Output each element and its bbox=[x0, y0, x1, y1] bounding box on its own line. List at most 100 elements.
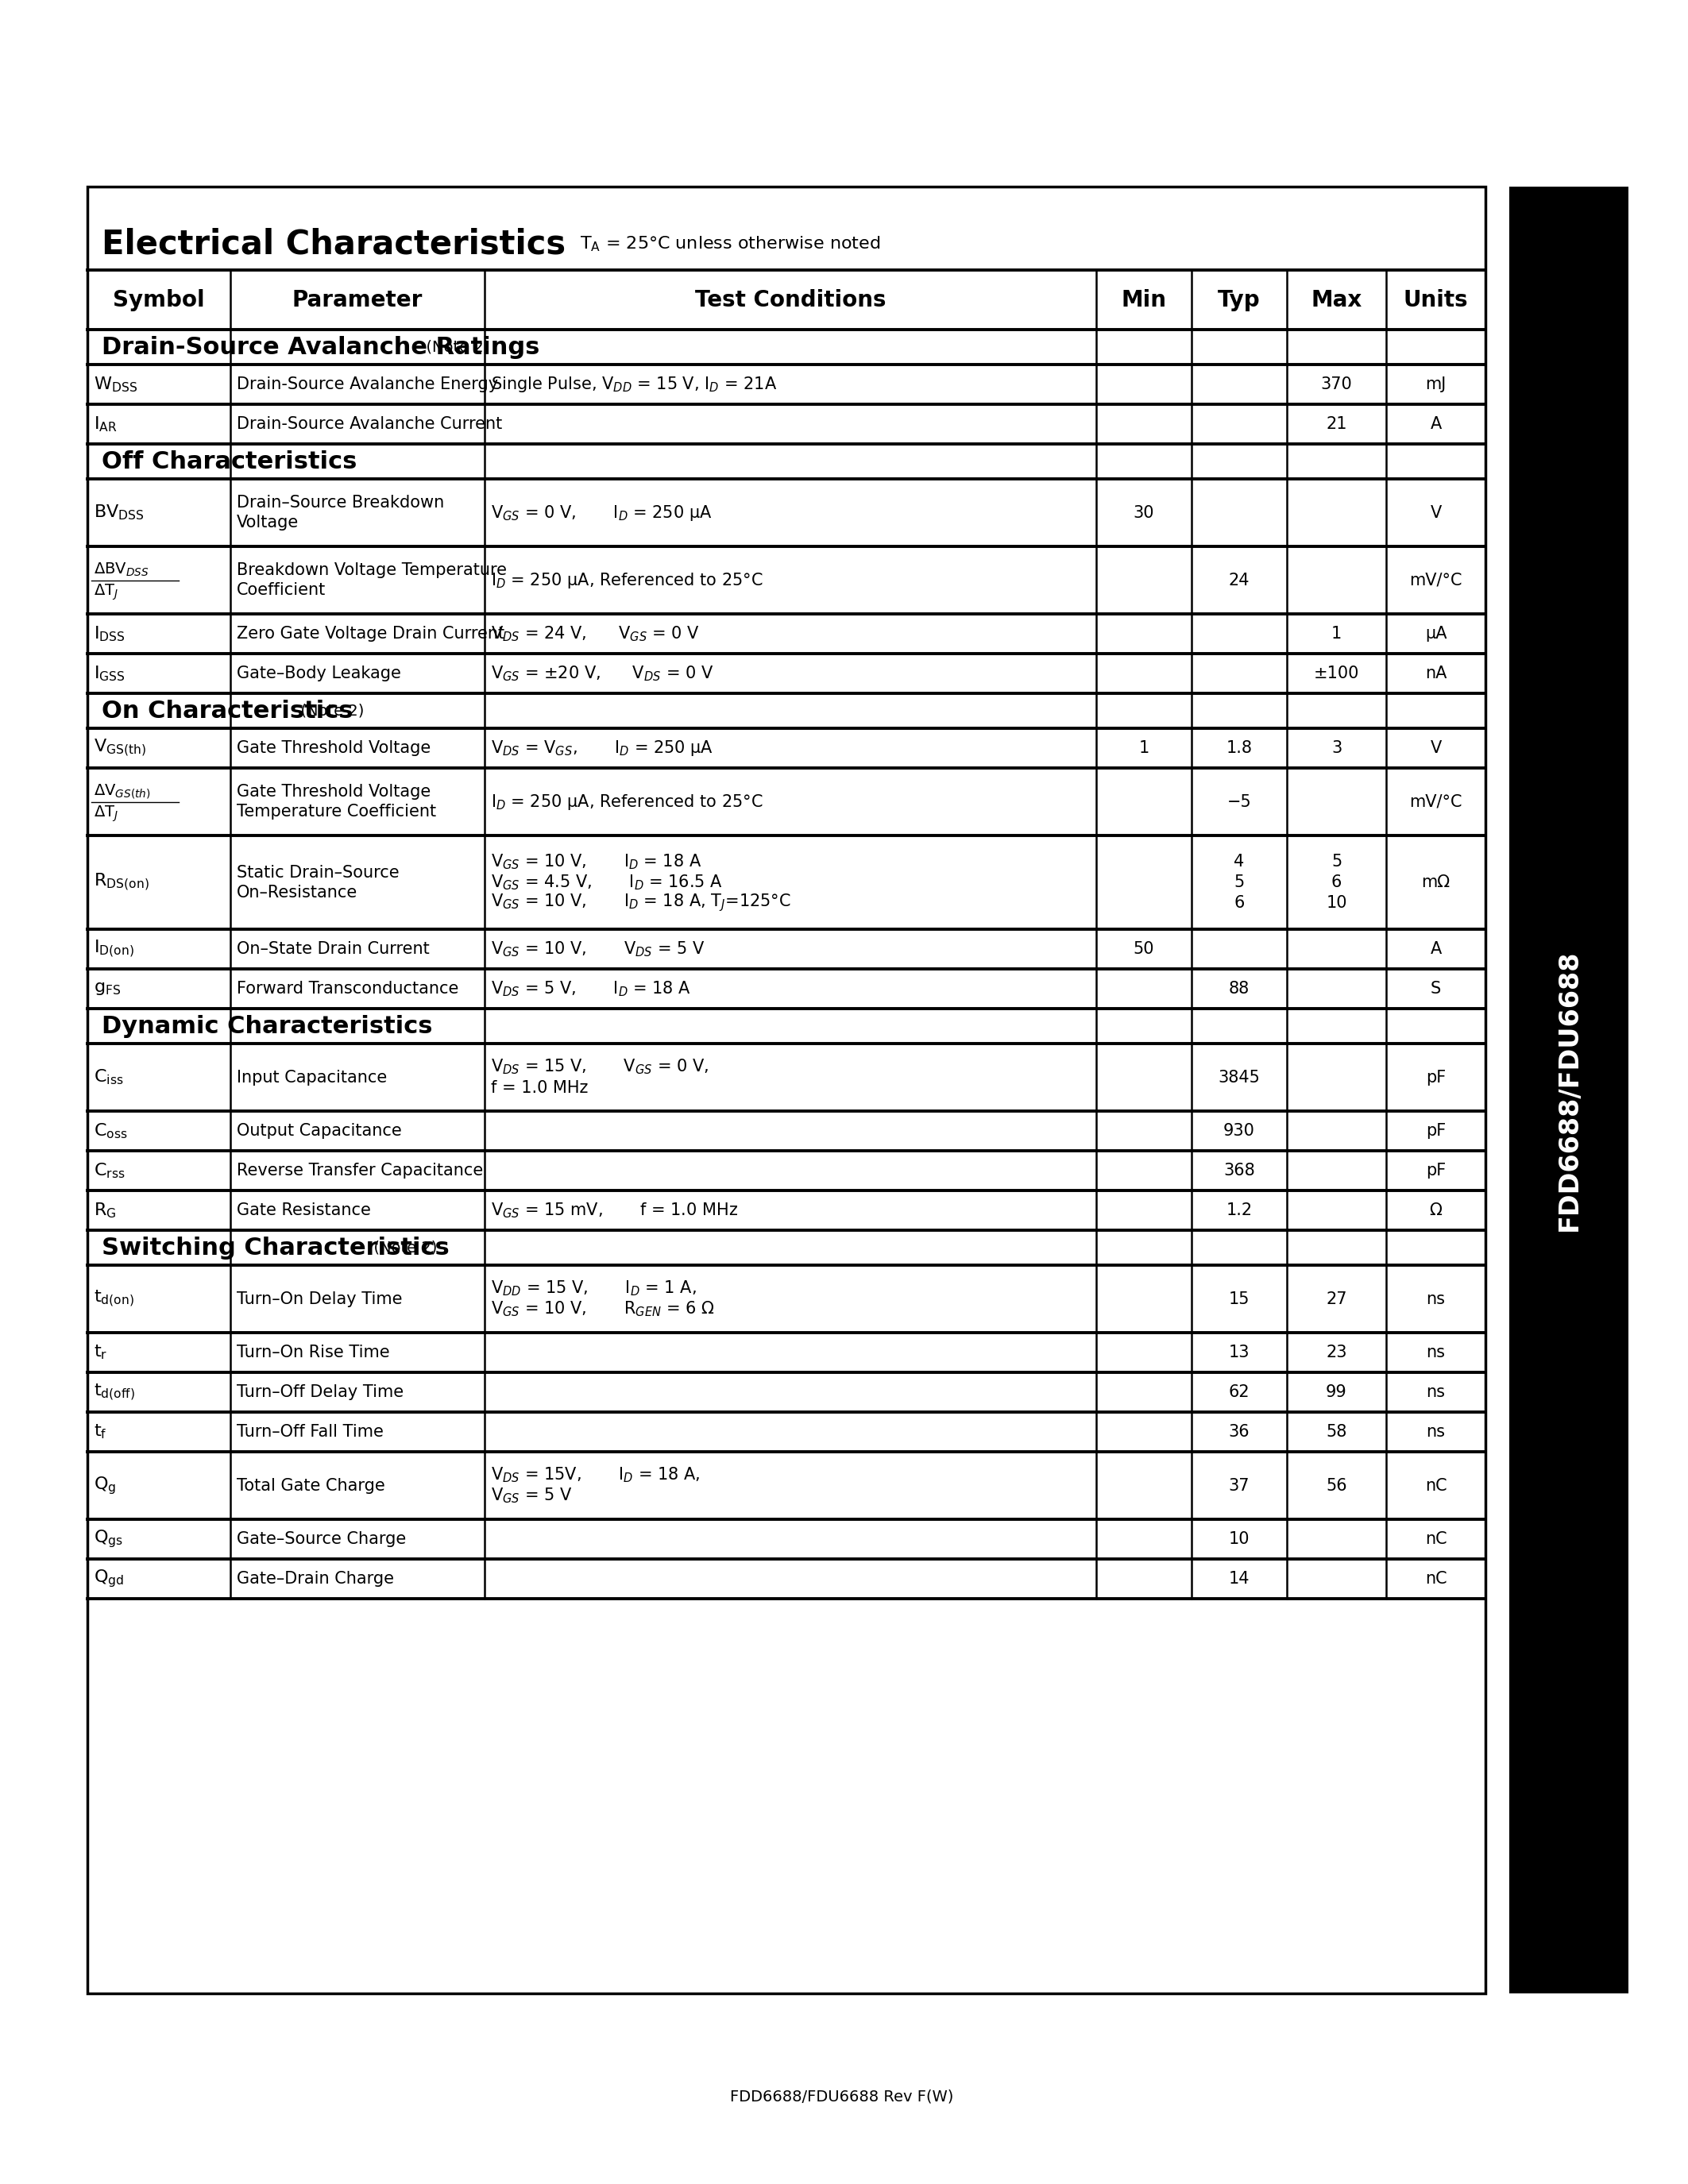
Text: μA: μA bbox=[1425, 627, 1447, 642]
Text: 5: 5 bbox=[1234, 874, 1244, 891]
Text: Coefficient: Coefficient bbox=[236, 583, 326, 598]
Text: (Note 2): (Note 2) bbox=[290, 703, 365, 719]
Text: Temperature Coefficient: Temperature Coefficient bbox=[236, 804, 436, 819]
Text: Output Capacitance: Output Capacitance bbox=[236, 1123, 402, 1138]
Text: 21: 21 bbox=[1327, 417, 1347, 432]
Text: On–State Drain Current: On–State Drain Current bbox=[236, 941, 429, 957]
Text: V: V bbox=[1430, 505, 1442, 520]
Text: V$_{DD}$ = 15 V,       I$_{D}$ = 1 A,: V$_{DD}$ = 15 V, I$_{D}$ = 1 A, bbox=[491, 1280, 697, 1297]
Text: V$_{DS}$ = 24 V,      V$_{GS}$ = 0 V: V$_{DS}$ = 24 V, V$_{GS}$ = 0 V bbox=[491, 625, 699, 642]
Text: 15: 15 bbox=[1229, 1291, 1249, 1306]
Text: 14: 14 bbox=[1229, 1570, 1249, 1588]
Text: mV/°C: mV/°C bbox=[1409, 793, 1462, 810]
Text: V$_{GS}$ = 10 V,       R$_{GEN}$ = 6 Ω: V$_{GS}$ = 10 V, R$_{GEN}$ = 6 Ω bbox=[491, 1299, 714, 1319]
Text: −5: −5 bbox=[1227, 793, 1251, 810]
Text: nC: nC bbox=[1425, 1479, 1447, 1494]
Text: Turn–Off Delay Time: Turn–Off Delay Time bbox=[236, 1385, 403, 1400]
Text: Min: Min bbox=[1121, 288, 1166, 310]
Text: $\mathrm{t}_{\mathrm{d(on)}}$: $\mathrm{t}_{\mathrm{d(on)}}$ bbox=[95, 1289, 135, 1308]
Text: ±100: ±100 bbox=[1313, 666, 1359, 681]
Text: ns: ns bbox=[1426, 1291, 1445, 1306]
Text: $\mathrm{Q}_{\mathrm{gs}}$: $\mathrm{Q}_{\mathrm{gs}}$ bbox=[95, 1529, 123, 1551]
Text: $\mathrm{Q}_{\mathrm{g}}$: $\mathrm{Q}_{\mathrm{g}}$ bbox=[95, 1474, 116, 1496]
Text: Dynamic Characteristics: Dynamic Characteristics bbox=[101, 1016, 432, 1037]
Text: V$_{DS}$ = 15V,       I$_{D}$ = 18 A,: V$_{DS}$ = 15V, I$_{D}$ = 18 A, bbox=[491, 1465, 701, 1485]
Text: V$_{GS}$ = ±20 V,      V$_{DS}$ = 0 V: V$_{GS}$ = ±20 V, V$_{DS}$ = 0 V bbox=[491, 664, 714, 684]
Text: 368: 368 bbox=[1224, 1162, 1254, 1179]
Text: ΔBV$_{DSS}$: ΔBV$_{DSS}$ bbox=[95, 561, 149, 579]
Text: V: V bbox=[1430, 740, 1442, 756]
Text: Units: Units bbox=[1403, 288, 1469, 310]
Text: $\mathrm{V}_{\mathrm{GS(th)}}$: $\mathrm{V}_{\mathrm{GS(th)}}$ bbox=[95, 738, 147, 758]
Text: ΔT$_{J}$: ΔT$_{J}$ bbox=[95, 583, 118, 603]
Text: $\mathrm{C}_{\mathrm{iss}}$: $\mathrm{C}_{\mathrm{iss}}$ bbox=[95, 1068, 123, 1088]
Text: Voltage: Voltage bbox=[236, 515, 299, 531]
Text: Symbol: Symbol bbox=[113, 288, 204, 310]
Text: 37: 37 bbox=[1229, 1479, 1249, 1494]
Text: Drain-Source Avalanche Energy: Drain-Source Avalanche Energy bbox=[236, 376, 498, 393]
Text: $\mathrm{R}_{\mathrm{DS(on)}}$: $\mathrm{R}_{\mathrm{DS(on)}}$ bbox=[95, 871, 149, 893]
Text: Turn–Off Fall Time: Turn–Off Fall Time bbox=[236, 1424, 383, 1439]
Text: Drain-Source Avalanche Current: Drain-Source Avalanche Current bbox=[236, 417, 503, 432]
Text: V$_{GS}$ = 10 V,       I$_{D}$ = 18 A, T$_{J}$=125°C: V$_{GS}$ = 10 V, I$_{D}$ = 18 A, T$_{J}$… bbox=[491, 893, 792, 913]
Text: 99: 99 bbox=[1325, 1385, 1347, 1400]
Text: 930: 930 bbox=[1224, 1123, 1256, 1138]
Text: ΔV$_{GS(th)}$: ΔV$_{GS(th)}$ bbox=[95, 782, 150, 799]
Text: V$_{DS}$ = 15 V,       V$_{GS}$ = 0 V,: V$_{DS}$ = 15 V, V$_{GS}$ = 0 V, bbox=[491, 1057, 709, 1077]
Text: Test Conditions: Test Conditions bbox=[695, 288, 886, 310]
Text: Gate Resistance: Gate Resistance bbox=[236, 1203, 371, 1219]
Text: Forward Transconductance: Forward Transconductance bbox=[236, 981, 459, 996]
Text: Typ: Typ bbox=[1219, 288, 1261, 310]
Text: 50: 50 bbox=[1133, 941, 1155, 957]
Text: V$_{GS}$ = 0 V,       I$_{D}$ = 250 μA: V$_{GS}$ = 0 V, I$_{D}$ = 250 μA bbox=[491, 502, 712, 522]
Text: S: S bbox=[1430, 981, 1442, 996]
Text: $\mathrm{t}_{\mathrm{f}}$: $\mathrm{t}_{\mathrm{f}}$ bbox=[95, 1424, 106, 1441]
Text: 62: 62 bbox=[1229, 1385, 1249, 1400]
Text: A: A bbox=[1430, 417, 1442, 432]
Text: $\mathrm{C}_{\mathrm{rss}}$: $\mathrm{C}_{\mathrm{rss}}$ bbox=[95, 1162, 125, 1179]
Text: Single Pulse, V$_{DD}$ = 15 V, I$_{D}$ = 21A: Single Pulse, V$_{DD}$ = 15 V, I$_{D}$ =… bbox=[491, 376, 776, 393]
Text: Zero Gate Voltage Drain Current: Zero Gate Voltage Drain Current bbox=[236, 627, 505, 642]
Text: Max: Max bbox=[1312, 288, 1362, 310]
Text: Parameter: Parameter bbox=[292, 288, 422, 310]
Bar bbox=[1509, 186, 1629, 1994]
Text: 24: 24 bbox=[1229, 572, 1249, 587]
Text: Gate Threshold Voltage: Gate Threshold Voltage bbox=[236, 740, 430, 756]
Text: ns: ns bbox=[1426, 1385, 1445, 1400]
Text: Drain-Source Avalanche Ratings: Drain-Source Avalanche Ratings bbox=[101, 336, 540, 358]
Text: (Note 2): (Note 2) bbox=[365, 1241, 437, 1256]
Text: 88: 88 bbox=[1229, 981, 1249, 996]
Text: T$_{\mathrm{A}}$ = 25°C unless otherwise noted: T$_{\mathrm{A}}$ = 25°C unless otherwise… bbox=[581, 234, 881, 253]
Text: V$_{DS}$ = 5 V,       I$_{D}$ = 18 A: V$_{DS}$ = 5 V, I$_{D}$ = 18 A bbox=[491, 978, 690, 998]
Text: 3845: 3845 bbox=[1219, 1070, 1261, 1085]
Text: 1: 1 bbox=[1139, 740, 1150, 756]
Text: 5: 5 bbox=[1332, 854, 1342, 869]
Text: 36: 36 bbox=[1229, 1424, 1249, 1439]
Text: 1: 1 bbox=[1332, 627, 1342, 642]
Text: Breakdown Voltage Temperature: Breakdown Voltage Temperature bbox=[236, 561, 506, 579]
Text: 6: 6 bbox=[1332, 874, 1342, 891]
Text: $\mathrm{I}_{\mathrm{D(on)}}$: $\mathrm{I}_{\mathrm{D(on)}}$ bbox=[95, 939, 135, 959]
Text: nC: nC bbox=[1425, 1570, 1447, 1588]
Text: mΩ: mΩ bbox=[1421, 874, 1450, 891]
Text: $\mathrm{W}_{\mathrm{DSS}}$: $\mathrm{W}_{\mathrm{DSS}}$ bbox=[95, 376, 137, 393]
Text: Turn–On Rise Time: Turn–On Rise Time bbox=[236, 1345, 390, 1361]
Text: Static Drain–Source: Static Drain–Source bbox=[236, 865, 400, 880]
Text: $\mathrm{Q}_{\mathrm{gd}}$: $\mathrm{Q}_{\mathrm{gd}}$ bbox=[95, 1568, 123, 1590]
Text: V$_{DS}$ = V$_{GS}$,       I$_{D}$ = 250 μA: V$_{DS}$ = V$_{GS}$, I$_{D}$ = 250 μA bbox=[491, 738, 714, 758]
Text: (Note 2): (Note 2) bbox=[417, 339, 490, 354]
Text: $\mathrm{I}_{\mathrm{GSS}}$: $\mathrm{I}_{\mathrm{GSS}}$ bbox=[95, 664, 125, 684]
Text: Ω: Ω bbox=[1430, 1203, 1442, 1219]
Text: $\mathrm{t}_{\mathrm{d(off)}}$: $\mathrm{t}_{\mathrm{d(off)}}$ bbox=[95, 1382, 135, 1402]
Text: 56: 56 bbox=[1327, 1479, 1347, 1494]
Text: V$_{GS}$ = 10 V,       I$_{D}$ = 18 A: V$_{GS}$ = 10 V, I$_{D}$ = 18 A bbox=[491, 852, 702, 871]
Text: nA: nA bbox=[1425, 666, 1447, 681]
Text: FDD6688/FDU6688 Rev F(W): FDD6688/FDU6688 Rev F(W) bbox=[731, 2090, 954, 2103]
Text: pF: pF bbox=[1426, 1070, 1447, 1085]
Text: 4: 4 bbox=[1234, 854, 1244, 869]
Text: Switching Characteristics: Switching Characteristics bbox=[101, 1236, 449, 1260]
Text: Reverse Transfer Capacitance: Reverse Transfer Capacitance bbox=[236, 1162, 483, 1179]
Text: $\mathrm{t}_{\mathrm{r}}$: $\mathrm{t}_{\mathrm{r}}$ bbox=[95, 1343, 108, 1361]
Text: FDD6688/FDU6688: FDD6688/FDU6688 bbox=[1556, 950, 1582, 1232]
Text: A: A bbox=[1430, 941, 1442, 957]
